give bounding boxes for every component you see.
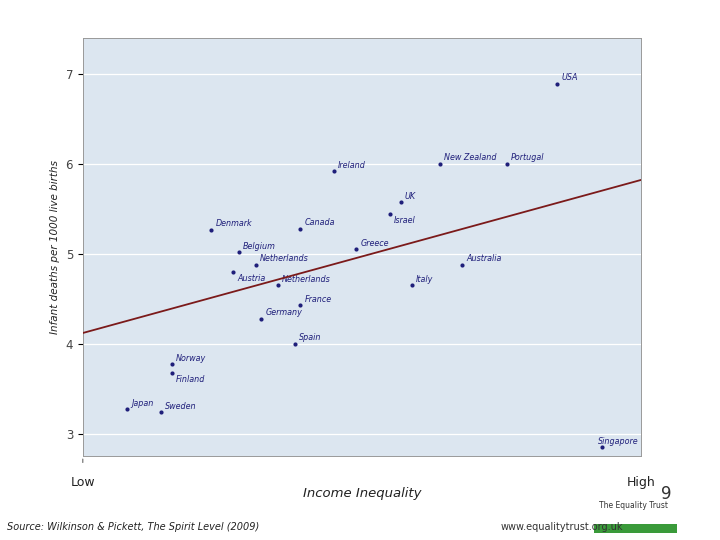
Text: Canada: Canada [305, 218, 335, 227]
Text: The Equality Trust: The Equality Trust [599, 501, 668, 510]
Text: Netherlands: Netherlands [260, 254, 309, 263]
Text: Israel: Israel [394, 217, 415, 225]
Text: Italy: Italy [416, 275, 433, 284]
Text: Finland: Finland [176, 375, 206, 384]
Text: Japan: Japan [132, 399, 154, 408]
Text: Greece: Greece [361, 239, 389, 248]
Text: Australia: Australia [467, 254, 502, 263]
Text: France: France [305, 295, 332, 303]
Text: USA: USA [562, 73, 577, 82]
Text: Low: Low [71, 476, 95, 489]
Text: Portugal: Portugal [511, 153, 544, 163]
Text: Norway: Norway [176, 354, 207, 363]
Text: High: High [626, 476, 655, 489]
Text: Source: Wilkinson & Pickett, The Spirit Level (2009): Source: Wilkinson & Pickett, The Spirit … [7, 522, 259, 532]
Text: New Zealand: New Zealand [444, 153, 497, 163]
Text: www.equalitytrust.org.uk: www.equalitytrust.org.uk [500, 522, 623, 532]
Text: 9: 9 [661, 485, 671, 503]
Text: Belgium: Belgium [243, 241, 276, 251]
Text: Denmark: Denmark [215, 219, 252, 228]
Text: Sweden: Sweden [165, 402, 197, 411]
Text: Germany: Germany [266, 308, 302, 317]
Text: Singapore: Singapore [598, 437, 638, 446]
Text: Ireland: Ireland [338, 160, 366, 170]
X-axis label: Income Inequality: Income Inequality [302, 487, 421, 500]
Y-axis label: Infant deaths per 1000 live births: Infant deaths per 1000 live births [50, 160, 60, 334]
Text: Spain: Spain [299, 333, 322, 342]
Text: UK: UK [405, 192, 416, 201]
Text: Netherlands: Netherlands [282, 275, 331, 284]
Text: Austria: Austria [238, 274, 266, 283]
